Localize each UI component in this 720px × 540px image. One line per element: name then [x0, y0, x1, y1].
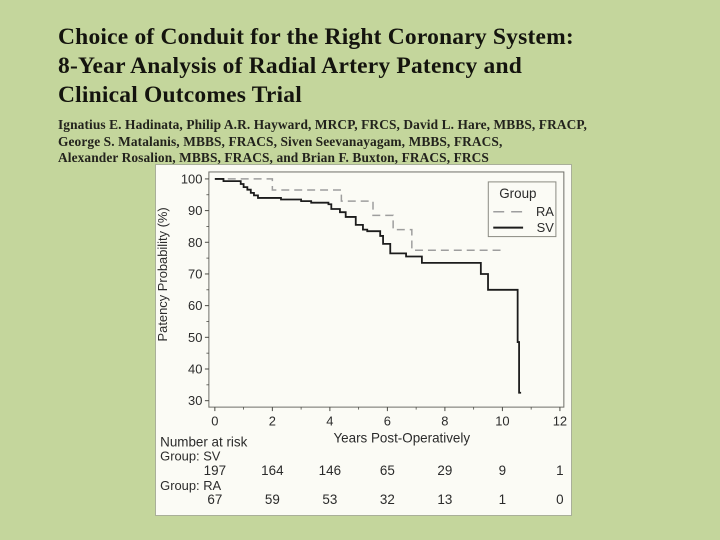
author-list: Ignatius E. Hadinata, Philip A.R. Haywar…: [58, 117, 587, 167]
slide-title: Choice of Conduit for the Right Coronary…: [58, 23, 574, 110]
legend-title: Group: [499, 186, 536, 201]
y-axis-label: Patency Probability (%): [156, 207, 170, 341]
legend-sv-label: SV: [537, 220, 555, 235]
risk-row-label: Group: RA: [160, 478, 221, 493]
risk-value: 13: [437, 492, 452, 507]
number-at-risk-heading: Number at risk: [160, 434, 247, 449]
risk-value: 53: [322, 492, 337, 507]
y-tick-label: 40: [188, 361, 202, 376]
x-tick-label: 12: [553, 414, 567, 429]
x-tick-label: 0: [211, 414, 218, 429]
plot-frame: [208, 171, 565, 408]
risk-value: 197: [204, 463, 226, 478]
risk-row-label: Group: SV: [160, 448, 221, 463]
risk-value: 67: [207, 492, 222, 507]
risk-value: 65: [380, 463, 395, 478]
risk-value: 32: [380, 492, 395, 507]
risk-value: 29: [437, 463, 452, 478]
risk-value: 59: [265, 492, 280, 507]
y-tick-label: 90: [188, 203, 202, 218]
slide-title-line-2: 8-Year Analysis of Radial Artery Patency…: [58, 53, 522, 79]
series-ra-curve: [214, 178, 506, 251]
x-tick-label: 10: [495, 414, 509, 429]
author-line-1: Ignatius E. Hadinata, Philip A.R. Haywar…: [58, 117, 587, 132]
x-axis-label: Years Post-Operatively: [333, 430, 470, 445]
x-tick-label: 8: [441, 414, 448, 429]
y-tick-label: 80: [188, 235, 202, 250]
x-tick-label: 4: [326, 414, 333, 429]
series-sv-curve: [214, 178, 522, 394]
slide-title-line-1: Choice of Conduit for the Right Coronary…: [58, 24, 574, 50]
slide-title-line-3: Clinical Outcomes Trial: [58, 82, 302, 108]
author-line-2: George S. Matalanis, MBBS, FRACS, Siven …: [58, 133, 503, 149]
y-tick-label: 100: [181, 171, 203, 186]
y-tick-label: 70: [188, 266, 202, 281]
figure-panel: 0 2 4 6 8 10 12 30 40 50 60 70 80 90 100 Years Post-Ope…: [155, 164, 572, 516]
y-tick-label: 30: [188, 393, 202, 408]
x-tick-label: 2: [269, 414, 276, 429]
risk-value: 1: [556, 463, 563, 478]
risk-value: 164: [261, 463, 284, 478]
risk-value: 0: [556, 492, 563, 507]
x-tick-label: 6: [384, 414, 391, 429]
y-tick-label: 50: [188, 330, 202, 345]
author-line-3: Alexander Rosalion, MBBS, FRACS, and Bri…: [58, 150, 489, 165]
risk-value: 146: [319, 463, 341, 478]
y-tick-label: 60: [188, 298, 202, 313]
legend-ra-label: RA: [536, 204, 554, 219]
risk-value: 9: [499, 463, 506, 478]
risk-value: 1: [499, 492, 506, 507]
